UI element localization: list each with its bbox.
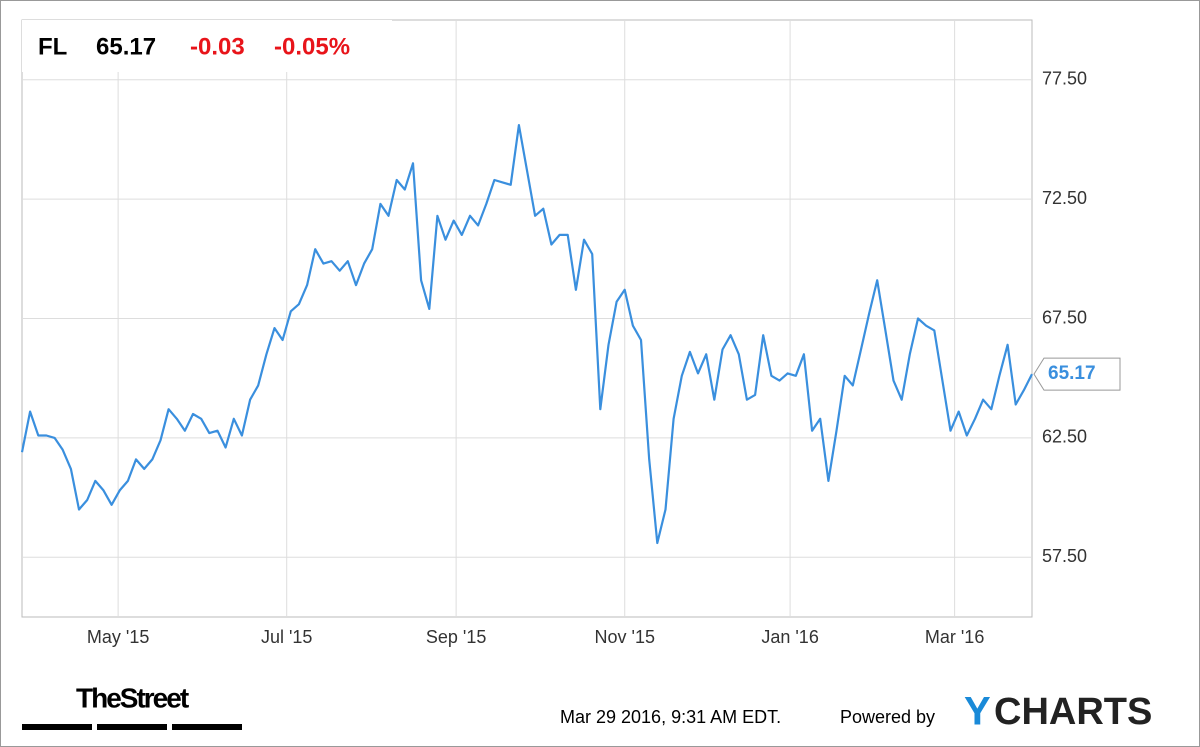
x-tick-label: May '15 [87,627,149,647]
last-price-tag [1033,357,1121,391]
x-tick-label: Jan '16 [761,627,818,647]
last-price-label: 65.17 [1048,363,1096,384]
change: -0.03 [190,33,245,60]
plot: 57.50 62.50 67.50 72.50 77.50 May '15 Jul '15 S… [20,19,1087,647]
x-tick-label: Nov '15 [595,627,655,647]
y-tick-label: 57.50 [1042,546,1087,566]
y-tick-label: 77.50 [1042,68,1087,88]
header-box [22,20,392,72]
brand-bar [22,724,92,730]
x-tick-label: Sep '15 [426,627,487,647]
y-tick-label: 62.50 [1042,427,1087,447]
x-tick-label: Jul '15 [261,627,312,647]
x-tick-label: Mar '16 [925,627,984,647]
brand: TheStreet [76,682,189,713]
price: 65.17 [96,33,156,60]
price-line [20,124,1033,545]
timestamp: Mar 29 2016, 9:31 AM EDT. [560,707,781,727]
brand-bar [172,724,242,730]
y-tick-label: 72.50 [1042,188,1087,208]
logo-rest: CHARTS [994,691,1152,733]
logo-y: Y [964,690,991,734]
y-tick-label: 67.50 [1042,307,1087,327]
ticker: FL [38,33,67,60]
change-pct: -0.05% [274,33,350,60]
powered-by: Powered by [840,707,935,727]
brand-bar [97,724,167,730]
